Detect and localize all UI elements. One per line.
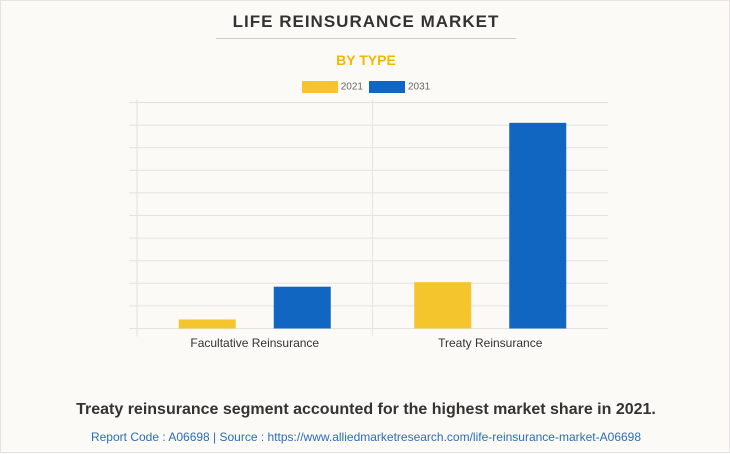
x-tick-label: Treaty Reinsurance [438, 336, 543, 350]
legend-item-2031[interactable]: 2031 [369, 81, 430, 93]
title-divider [216, 38, 516, 39]
legend-swatch [301, 81, 338, 93]
bar-2021-1[interactable] [414, 282, 472, 329]
legend-label: 2031 [408, 81, 431, 93]
legend-label: 2021 [340, 81, 363, 93]
chart-caption: Treaty reinsurance segment accounted for… [76, 401, 656, 418]
chart-title: LIFE REINSURANCE MARKET [232, 12, 500, 31]
legend-swatch [369, 81, 405, 93]
bar-2031-1[interactable] [509, 122, 567, 329]
legend-item-2021[interactable]: 2021 [301, 81, 363, 93]
bar-2021-0[interactable] [178, 319, 236, 329]
legend: 2021 2031 [1, 81, 730, 93]
x-tick-label: Facultative Reinsurance [190, 336, 319, 350]
bar-2031-0[interactable] [273, 286, 331, 329]
source-link[interactable]: Report Code : A06698 | Source : https://… [90, 430, 642, 444]
chart-subtitle: BY TYPE [336, 52, 396, 68]
